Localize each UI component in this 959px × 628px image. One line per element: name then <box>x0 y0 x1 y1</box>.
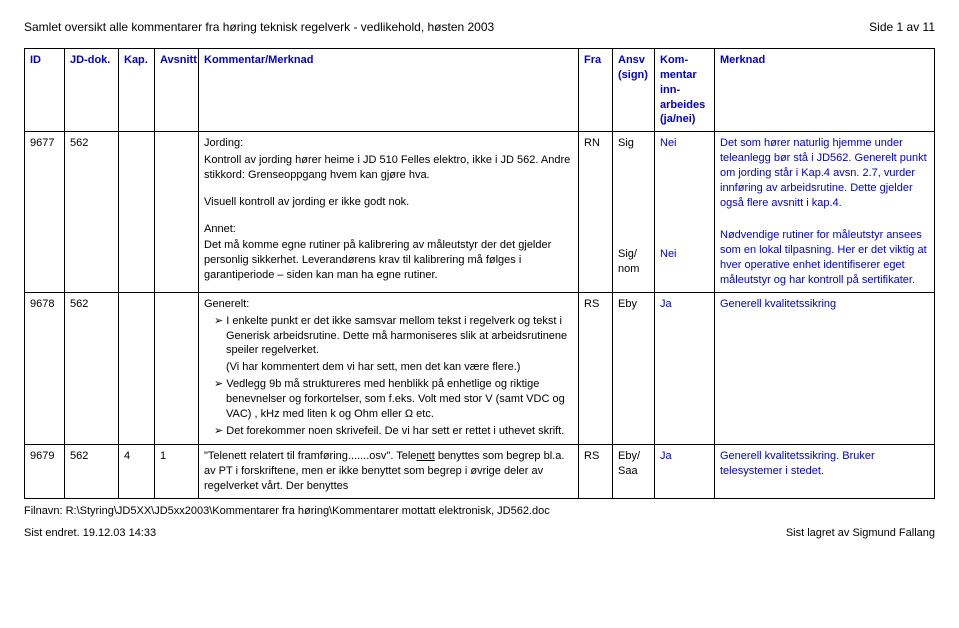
footer-row: Sist endret. 19.12.03 14:33 Sist lagret … <box>24 527 935 539</box>
cell-inn: Nei Nei <box>655 132 715 293</box>
header-page: Side 1 av 11 <box>869 20 935 34</box>
cell-kap: 4 <box>119 445 155 499</box>
cell-fra: RN <box>579 132 613 293</box>
col-ansv: Ansv (sign) <box>613 49 655 132</box>
col-inn: Kom-mentar inn-arbeides (ja/nei) <box>655 49 715 132</box>
cell-inn: Ja <box>655 292 715 445</box>
bullet-cont: (Vi har kommentert dem vi har sett, men … <box>226 360 573 375</box>
inn-1: Nei <box>660 136 709 151</box>
col-fra: Fra <box>579 49 613 132</box>
cell-jddok: 562 <box>65 445 119 499</box>
cell-ansv: Eby/ Saa <box>613 445 655 499</box>
page-header: Samlet oversikt alle kommentarer fra hør… <box>24 20 935 34</box>
header-title: Samlet oversikt alle kommentarer fra hør… <box>24 20 494 34</box>
cell-id: 9678 <box>25 292 65 445</box>
table-row: 9678 562 Generelt: ➢ I enkelte punkt er … <box>25 292 935 445</box>
bullet-item: ➢ I enkelte punkt er det ikke samsvar me… <box>208 314 573 359</box>
cell-avsnitt: 1 <box>155 445 199 499</box>
table-row: 9679 562 4 1 "Telenett relatert til fram… <box>25 445 935 499</box>
kom-head: Generelt: <box>204 297 573 312</box>
footer-left: Sist endret. 19.12.03 14:33 <box>24 527 156 539</box>
fra-1: RN <box>584 136 607 151</box>
comments-table: ID JD-dok. Kap. Avsnitt Kommentar/Merkna… <box>24 48 935 499</box>
kom-line: Jording: <box>204 136 573 151</box>
cell-merknad: Det som hører naturlig hjemme under tele… <box>715 132 935 293</box>
cell-fra: RS <box>579 292 613 445</box>
cell-avsnitt <box>155 132 199 293</box>
cell-kommentar: Generelt: ➢ I enkelte punkt er det ikke … <box>199 292 579 445</box>
ansv-2: Sig/ nom <box>618 247 649 277</box>
cell-id: 9679 <box>25 445 65 499</box>
cell-merknad: Generell kvalitetssikring. Bruker telesy… <box>715 445 935 499</box>
col-merknad: Merknad <box>715 49 935 132</box>
bullet-text: Vedlegg 9b må struktureres med henblikk … <box>226 378 565 420</box>
merk-1: Det som hører naturlig hjemme under tele… <box>720 136 929 210</box>
ansv-1: Sig <box>618 136 649 151</box>
cell-kap <box>119 132 155 293</box>
col-kap: Kap. <box>119 49 155 132</box>
kom-pre: "Telenett relatert til framføring.......… <box>204 450 416 462</box>
kom-line: Det må komme egne rutiner på kalibrering… <box>204 238 573 283</box>
kom-line: Visuell kontroll av jording er ikke godt… <box>204 195 573 210</box>
cell-kap <box>119 292 155 445</box>
bullet-text: I enkelte punkt er det ikke samsvar mell… <box>226 315 567 357</box>
cell-kommentar: Jording: Kontroll av jording hører heime… <box>199 132 579 293</box>
cell-fra: RS <box>579 445 613 499</box>
cell-inn: Ja <box>655 445 715 499</box>
footer-filename: Filnavn: R:\Styring\JD5XX\JD5xx2003\Komm… <box>24 505 935 517</box>
cell-ansv: Sig Sig/ nom <box>613 132 655 293</box>
cell-id: 9677 <box>25 132 65 293</box>
table-row: 9677 562 Jording: Kontroll av jording hø… <box>25 132 935 293</box>
cell-jddok: 562 <box>65 132 119 293</box>
table-header-row: ID JD-dok. Kap. Avsnitt Kommentar/Merkna… <box>25 49 935 132</box>
cell-ansv: Eby <box>613 292 655 445</box>
inn-2: Nei <box>660 247 709 262</box>
merk-2: Nødvendige rutiner for måleutstyr ansees… <box>720 228 929 287</box>
footer-right: Sist lagret av Sigmund Fallang <box>786 527 935 539</box>
kom-line: Annet: <box>204 222 573 237</box>
kom-underline: nett <box>416 450 434 462</box>
cell-avsnitt <box>155 292 199 445</box>
col-avsnitt: Avsnitt <box>155 49 199 132</box>
cell-kommentar: "Telenett relatert til framføring.......… <box>199 445 579 499</box>
cell-jddok: 562 <box>65 292 119 445</box>
bullet-item: ➢ Det forekommer noen skrivefeil. De vi … <box>208 424 573 439</box>
kom-line: Kontroll av jording hører heime i JD 510… <box>204 153 573 183</box>
cell-merknad: Generell kvalitetssikring <box>715 292 935 445</box>
col-jddok: JD-dok. <box>65 49 119 132</box>
bullet-item: ➢ Vedlegg 9b må struktureres med henblik… <box>208 377 573 422</box>
bullet-text: Det forekommer noen skrivefeil. De vi ha… <box>226 425 564 437</box>
col-kommentar: Kommentar/Merknad <box>199 49 579 132</box>
col-id: ID <box>25 49 65 132</box>
